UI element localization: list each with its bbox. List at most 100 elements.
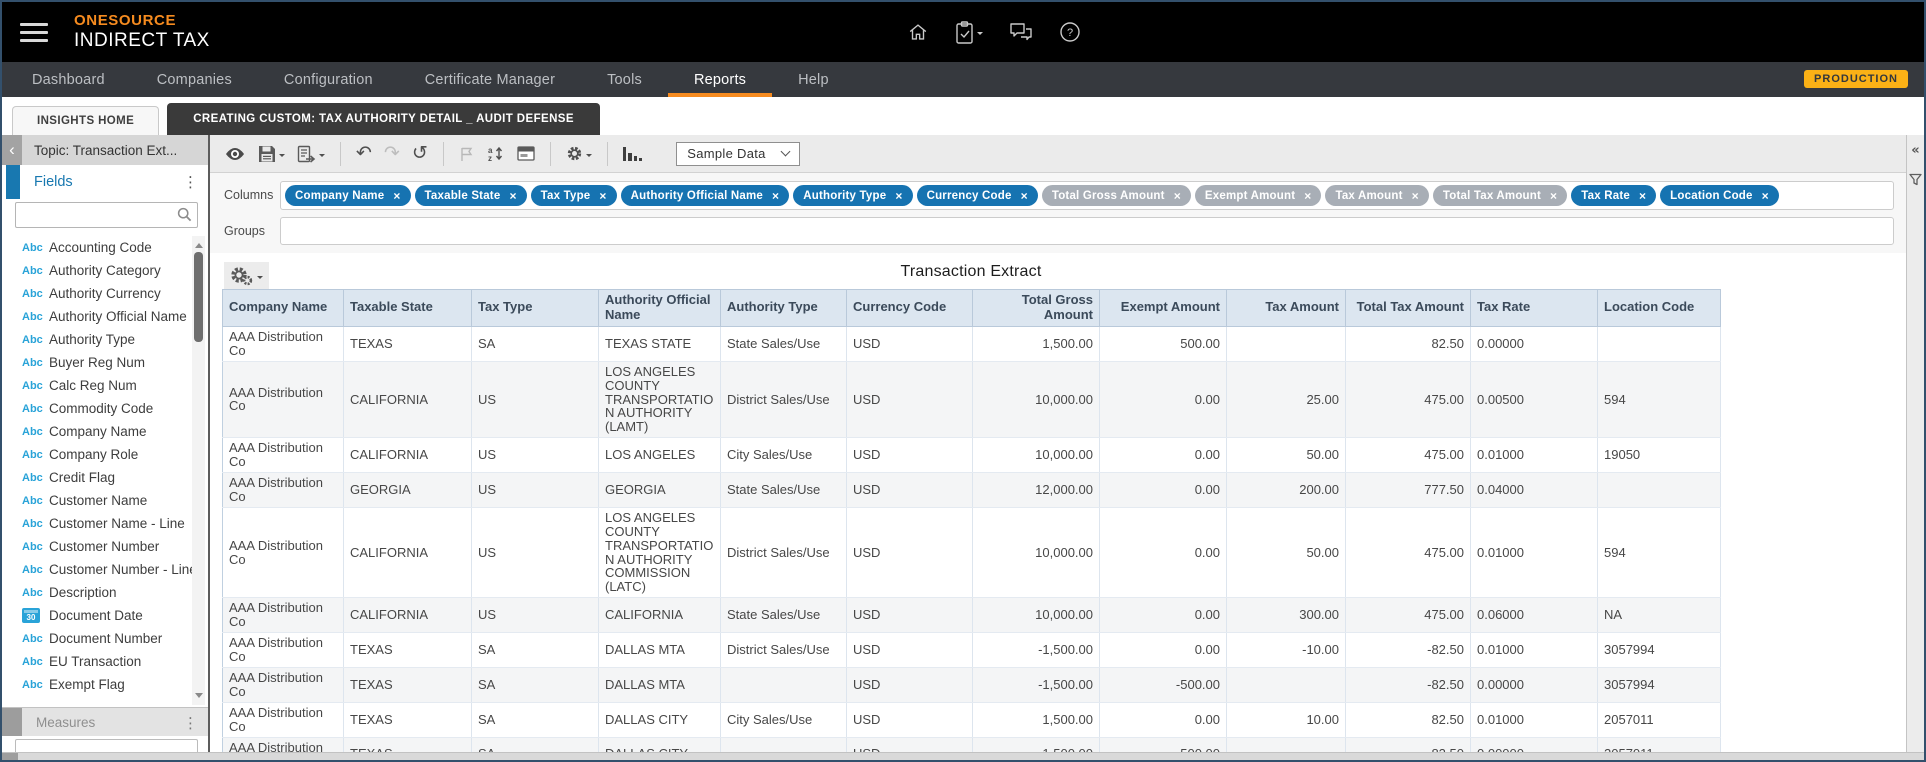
feedback-chat-icon[interactable] — [1009, 22, 1033, 43]
save-button[interactable] — [255, 140, 288, 168]
column-header-total-gross-amount[interactable]: Total Gross Amount — [973, 290, 1100, 327]
measures-menu-icon[interactable]: ⋮ — [183, 714, 198, 732]
column-header-company-name[interactable]: Company Name — [223, 290, 344, 327]
field-item-document-number[interactable]: AbcDocument Number — [2, 627, 208, 650]
nav-item-help[interactable]: Help — [772, 62, 855, 97]
column-header-authority-type[interactable]: Authority Type — [721, 290, 847, 327]
field-item-company-name[interactable]: AbcCompany Name — [2, 420, 208, 443]
field-item-authority-currency[interactable]: AbcAuthority Currency — [2, 282, 208, 305]
groups-dropzone[interactable] — [280, 217, 1894, 245]
remove-pill-icon[interactable]: × — [509, 189, 516, 203]
field-item-customer-name-line[interactable]: AbcCustomer Name - Line — [2, 512, 208, 535]
filter-funnel-icon[interactable] — [1909, 173, 1922, 191]
fields-scrollbar[interactable] — [192, 236, 205, 705]
field-item-exempt-flag[interactable]: AbcExempt Flag — [2, 673, 208, 696]
nav-item-tools[interactable]: Tools — [581, 62, 668, 97]
expand-panel-icon[interactable]: « — [1907, 143, 1924, 158]
remove-pill-icon[interactable]: × — [895, 189, 902, 203]
field-item-buyer-reg-num[interactable]: AbcBuyer Reg Num — [2, 351, 208, 374]
measures-section[interactable]: Measures ⋮ — [2, 707, 208, 736]
reset-button[interactable]: ↺ — [409, 140, 431, 168]
column-header-currency-code[interactable]: Currency Code — [847, 290, 973, 327]
field-list: AbcAccounting CodeAbcAuthority CategoryA… — [2, 234, 208, 707]
column-header-exempt-amount[interactable]: Exempt Amount — [1100, 290, 1227, 327]
column-pill-currency-code[interactable]: Currency Code× — [917, 185, 1038, 206]
tasks-clipboard-icon[interactable] — [955, 21, 983, 44]
preview-eye-button[interactable] — [221, 140, 249, 168]
field-item-customer-name[interactable]: AbcCustomer Name — [2, 489, 208, 512]
column-pill-location-code[interactable]: Location Code× — [1660, 185, 1779, 206]
remove-pill-icon[interactable]: × — [599, 189, 606, 203]
column-header-tax-rate[interactable]: Tax Rate — [1471, 290, 1598, 327]
redo-button[interactable]: ↷ — [381, 140, 403, 168]
field-item-authority-official-name[interactable]: AbcAuthority Official Name — [2, 305, 208, 328]
column-header-location-code[interactable]: Location Code — [1598, 290, 1721, 327]
home-icon[interactable] — [907, 21, 929, 43]
scroll-up-icon[interactable] — [195, 239, 203, 248]
nav-item-certificate-manager[interactable]: Certificate Manager — [399, 62, 581, 97]
fields-menu-icon[interactable]: ⋮ — [183, 173, 198, 191]
column-header-total-tax-amount[interactable]: Total Tax Amount — [1346, 290, 1471, 327]
column-header-tax-amount[interactable]: Tax Amount — [1227, 290, 1346, 327]
export-button[interactable] — [294, 140, 328, 168]
grid-settings-button[interactable] — [224, 262, 269, 289]
nav-item-dashboard[interactable]: Dashboard — [6, 62, 131, 97]
column-header-authority-official-name[interactable]: Authority Official Name — [599, 290, 721, 327]
nav-item-companies[interactable]: Companies — [131, 62, 258, 97]
remove-pill-icon[interactable]: × — [1304, 189, 1311, 203]
remove-pill-icon[interactable]: × — [1021, 189, 1028, 203]
column-pill-authority-official-name[interactable]: Authority Official Name× — [621, 185, 790, 206]
remove-pill-icon[interactable]: × — [1639, 189, 1646, 203]
hamburger-menu-icon[interactable] — [20, 18, 48, 47]
collapse-sidebar-icon[interactable]: ‹ — [2, 135, 22, 165]
bottom-scrollbar[interactable] — [2, 752, 1924, 760]
field-item-customer-number-line[interactable]: AbcCustomer Number - Line — [2, 558, 208, 581]
sort-button[interactable]: az — [484, 140, 508, 168]
column-header-taxable-state[interactable]: Taxable State — [344, 290, 472, 327]
measures-search-input[interactable] — [15, 739, 198, 752]
tab-insights-home[interactable]: INSIGHTS HOME — [12, 106, 159, 135]
cell-authority-type — [721, 667, 847, 702]
help-icon[interactable]: ? — [1059, 21, 1081, 43]
field-item-document-date[interactable]: 30Document Date — [2, 604, 208, 627]
scrollbar-thumb[interactable] — [194, 252, 203, 342]
column-pill-taxable-state[interactable]: Taxable State× — [415, 185, 527, 206]
field-item-authority-category[interactable]: AbcAuthority Category — [2, 259, 208, 282]
field-item-credit-flag[interactable]: AbcCredit Flag — [2, 466, 208, 489]
field-item-company-role[interactable]: AbcCompany Role — [2, 443, 208, 466]
flag-button[interactable] — [456, 140, 478, 168]
fields-search-input[interactable] — [15, 202, 198, 228]
field-item-accounting-code[interactable]: AbcAccounting Code — [2, 236, 208, 259]
field-item-eu-transaction[interactable]: AbcEU Transaction — [2, 650, 208, 673]
panel-button[interactable] — [514, 140, 538, 168]
nav-item-reports[interactable]: Reports — [668, 62, 772, 97]
remove-pill-icon[interactable]: × — [1550, 189, 1557, 203]
chart-button[interactable] — [620, 140, 646, 168]
column-header-tax-type[interactable]: Tax Type — [472, 290, 599, 327]
column-pill-total-gross-amount[interactable]: Total Gross Amount× — [1042, 185, 1191, 206]
tab-creating-custom-tax-authority-detail-aud[interactable]: CREATING CUSTOM: TAX AUTHORITY DETAIL _ … — [167, 103, 600, 135]
column-pill-tax-type[interactable]: Tax Type× — [531, 185, 617, 206]
scroll-down-icon[interactable] — [195, 693, 203, 702]
remove-pill-icon[interactable]: × — [1174, 189, 1181, 203]
column-pill-company-name[interactable]: Company Name× — [285, 185, 411, 206]
field-item-customer-number[interactable]: AbcCustomer Number — [2, 535, 208, 558]
column-pill-total-tax-amount[interactable]: Total Tax Amount× — [1433, 185, 1567, 206]
undo-button[interactable]: ↶ — [353, 140, 375, 168]
column-pill-authority-type[interactable]: Authority Type× — [793, 185, 912, 206]
remove-pill-icon[interactable]: × — [1762, 189, 1769, 203]
dataset-selector[interactable]: Sample Data — [676, 142, 799, 166]
field-item-authority-type[interactable]: AbcAuthority Type — [2, 328, 208, 351]
remove-pill-icon[interactable]: × — [1412, 189, 1419, 203]
settings-button[interactable] — [563, 140, 595, 168]
remove-pill-icon[interactable]: × — [393, 189, 400, 203]
column-pill-tax-rate[interactable]: Tax Rate× — [1571, 185, 1656, 206]
column-pill-tax-amount[interactable]: Tax Amount× — [1325, 185, 1428, 206]
nav-item-configuration[interactable]: Configuration — [258, 62, 399, 97]
column-pill-exempt-amount[interactable]: Exempt Amount× — [1195, 185, 1322, 206]
columns-dropzone[interactable]: Company Name×Taxable State×Tax Type×Auth… — [280, 181, 1894, 210]
field-item-calc-reg-num[interactable]: AbcCalc Reg Num — [2, 374, 208, 397]
remove-pill-icon[interactable]: × — [772, 189, 779, 203]
field-item-commodity-code[interactable]: AbcCommodity Code — [2, 397, 208, 420]
field-item-description[interactable]: AbcDescription — [2, 581, 208, 604]
